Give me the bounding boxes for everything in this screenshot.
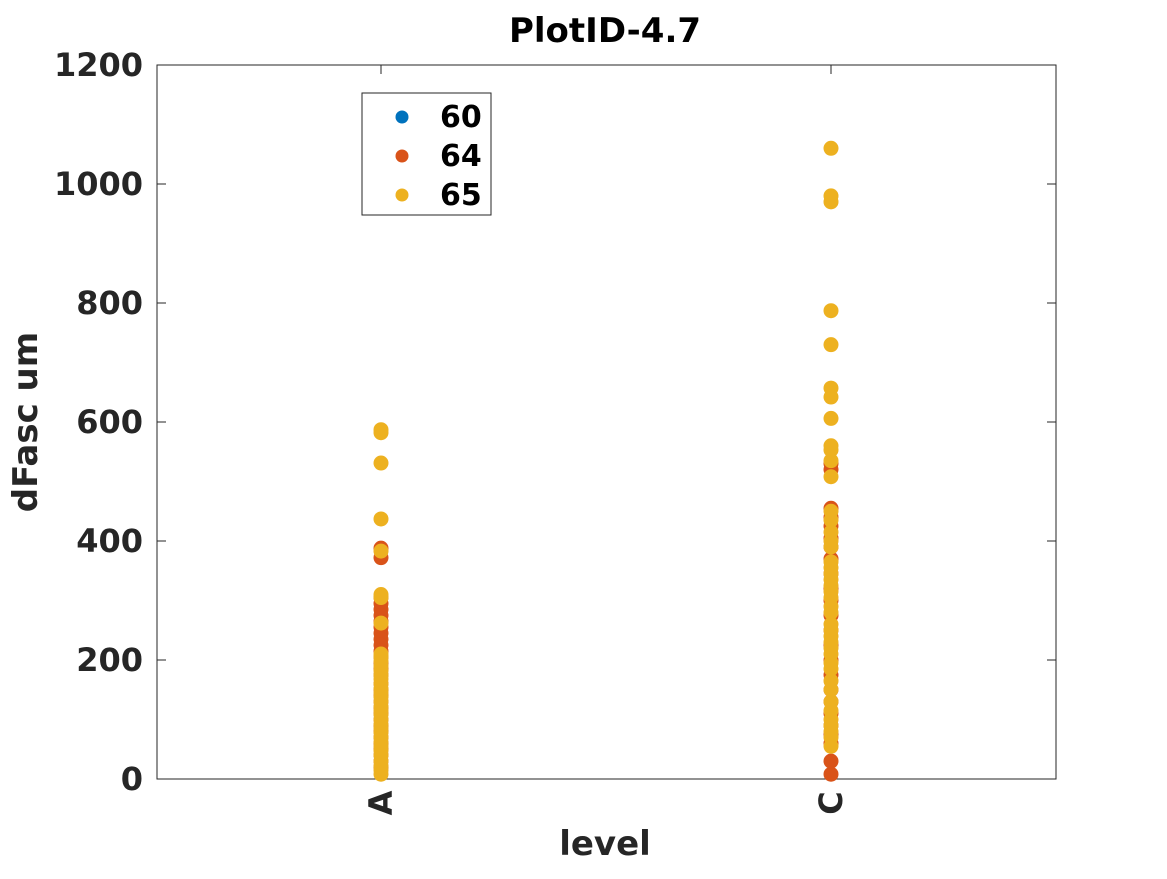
- legend-label: 60: [440, 100, 482, 135]
- data-point-series-65: [823, 140, 839, 156]
- data-point-series-65: [823, 661, 839, 677]
- legend-marker: [395, 110, 409, 124]
- y-axis: 0 200 400 600 800 1000 1200: [54, 46, 1056, 798]
- data-point-series-65: [823, 453, 839, 469]
- data-point-series-65: [373, 455, 389, 471]
- data-point-series-65: [823, 303, 839, 319]
- y-axis-label: dFasc um: [6, 332, 46, 512]
- data-point-series-65: [373, 766, 389, 782]
- data-point-series-65: [823, 442, 839, 458]
- legend: 60 64 65: [361, 92, 492, 216]
- data-point-series-65: [373, 590, 389, 606]
- data-point-series-64: [823, 766, 839, 782]
- data-point-series-65: [373, 615, 389, 631]
- chart-title: PlotID-4.7: [509, 11, 701, 51]
- data-point-series-65: [823, 539, 839, 555]
- data-point-series-65: [823, 469, 839, 485]
- points-layer: [373, 140, 839, 782]
- x-tick-label: C: [812, 791, 850, 814]
- data-point-series-65: [823, 410, 839, 426]
- x-axis-label: level: [559, 824, 651, 864]
- data-point-series-65: [823, 682, 839, 698]
- legend-items: 60 64 65: [395, 100, 482, 213]
- legend-marker: [395, 188, 409, 202]
- y-tick-label: 400: [76, 522, 143, 560]
- legend-marker: [395, 149, 409, 163]
- data-point-series-65: [373, 511, 389, 527]
- legend-box: [361, 92, 492, 216]
- data-point-series-65: [373, 543, 389, 559]
- data-point-series-65: [823, 194, 839, 210]
- legend-label: 65: [440, 178, 482, 213]
- y-tick-label: 1200: [54, 46, 143, 84]
- data-point-series-65: [823, 604, 839, 620]
- y-tick-label: 1000: [54, 165, 143, 203]
- plot-area: [156, 64, 1057, 780]
- data-point-series-65: [823, 512, 839, 528]
- legend-label: 64: [440, 139, 482, 174]
- data-point-series-65: [823, 389, 839, 405]
- data-point-series-65: [823, 738, 839, 754]
- x-tick-label: A: [362, 790, 400, 815]
- plot-frame: [156, 64, 1057, 780]
- y-tick-label: 0: [121, 760, 143, 798]
- data-point-series-65: [373, 425, 389, 441]
- y-tick-label: 800: [76, 284, 143, 322]
- data-point-series-64: [823, 753, 839, 769]
- data-point-series-65: [823, 337, 839, 353]
- y-tick-label: 600: [76, 403, 143, 441]
- y-tick-label: 200: [76, 641, 143, 679]
